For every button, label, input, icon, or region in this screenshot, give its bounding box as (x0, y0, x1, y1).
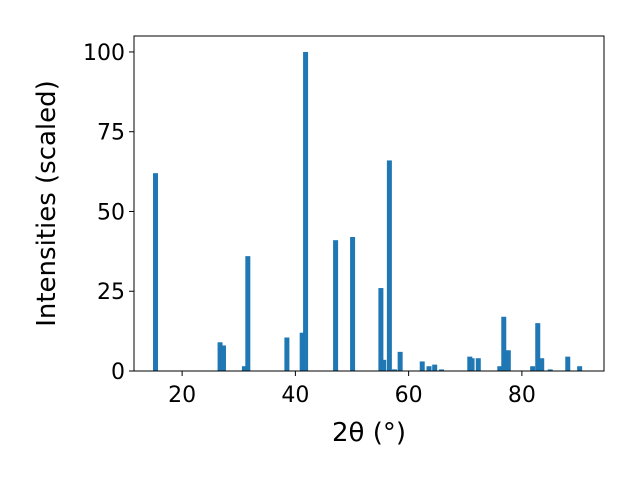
y-tick-label: 50 (97, 200, 125, 225)
bar (539, 358, 545, 371)
bar (333, 240, 339, 371)
bar (299, 332, 305, 371)
bar (284, 337, 290, 371)
bar (245, 256, 251, 371)
plot-frame (133, 35, 605, 372)
bar (547, 369, 553, 371)
bar (397, 351, 403, 371)
bar (153, 173, 159, 371)
bar (241, 366, 247, 371)
x-tick-label: 60 (395, 383, 423, 408)
bar (217, 342, 223, 371)
bar (577, 366, 583, 371)
x-axis-label: 2θ (°) (332, 418, 406, 448)
bar (378, 288, 384, 371)
bar (391, 369, 397, 371)
y-axis-ticks: 0 25 50 75 100 (83, 41, 134, 385)
bar (220, 345, 226, 371)
bar (419, 361, 425, 371)
y-axis-label: Intensities (scaled) (32, 80, 62, 327)
y-tick-label: 75 (97, 121, 125, 146)
bar (505, 350, 511, 371)
x-tick-label: 80 (508, 383, 536, 408)
bar (386, 160, 392, 371)
x-tick-label: 40 (281, 383, 309, 408)
bar (426, 366, 432, 371)
bar (565, 356, 571, 371)
bar (438, 369, 444, 371)
bar (381, 359, 387, 371)
bar (535, 323, 541, 371)
bar (530, 366, 536, 371)
bar (350, 237, 356, 371)
bar (497, 366, 503, 371)
bar (501, 316, 507, 371)
y-tick-label: 25 (97, 280, 125, 305)
bar (469, 358, 475, 371)
bar (432, 364, 438, 371)
y-tick-label: 0 (111, 360, 125, 385)
x-tick-label: 20 (168, 383, 196, 408)
y-tick-label: 100 (83, 41, 125, 66)
bar (303, 51, 309, 371)
bars-group (153, 51, 583, 371)
x-axis-ticks: 20 40 60 80 (168, 371, 536, 408)
bar (475, 358, 481, 371)
